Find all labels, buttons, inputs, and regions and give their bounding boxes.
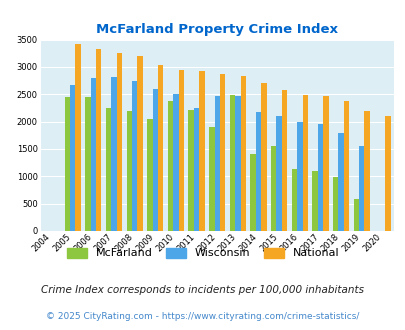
Bar (106, 108, 111, 231)
Bar (96, 49, 101, 231)
Bar (260, 83, 266, 231)
Bar (255, 112, 260, 231)
Bar (167, 101, 173, 231)
Bar (152, 89, 158, 231)
Bar (194, 108, 199, 231)
Bar (147, 119, 152, 231)
Bar (137, 56, 142, 231)
Bar (75, 44, 81, 231)
Bar (317, 124, 322, 231)
Bar (116, 53, 121, 231)
Bar (173, 94, 178, 231)
Bar (234, 96, 240, 231)
Legend: McFarland, Wisconsin, National: McFarland, Wisconsin, National (62, 243, 343, 263)
Bar (250, 154, 255, 231)
Bar (364, 111, 369, 231)
Bar (302, 95, 307, 231)
Bar (281, 90, 286, 231)
Text: Crime Index corresponds to incidents per 100,000 inhabitants: Crime Index corresponds to incidents per… (41, 285, 364, 295)
Bar (90, 78, 96, 231)
Bar (229, 95, 234, 231)
Bar (322, 96, 328, 231)
Bar (209, 127, 214, 231)
Bar (188, 110, 194, 231)
Bar (312, 171, 317, 231)
Bar (158, 65, 163, 231)
Bar (338, 133, 343, 231)
Title: McFarland Property Crime Index: McFarland Property Crime Index (96, 23, 337, 36)
Bar (199, 71, 204, 231)
Bar (343, 101, 348, 231)
Bar (214, 96, 220, 231)
Bar (358, 146, 364, 231)
Bar (132, 81, 137, 231)
Bar (126, 111, 132, 231)
Bar (276, 116, 281, 231)
Bar (220, 74, 225, 231)
Bar (271, 146, 276, 231)
Bar (111, 77, 116, 231)
Bar (332, 178, 338, 231)
Bar (353, 199, 358, 231)
Bar (291, 169, 296, 231)
Bar (70, 85, 75, 231)
Bar (64, 97, 70, 231)
Bar (384, 115, 390, 231)
Bar (240, 76, 245, 231)
Bar (296, 122, 302, 231)
Bar (178, 70, 183, 231)
Bar (85, 97, 90, 231)
Text: © 2025 CityRating.com - https://www.cityrating.com/crime-statistics/: © 2025 CityRating.com - https://www.city… (46, 312, 359, 321)
